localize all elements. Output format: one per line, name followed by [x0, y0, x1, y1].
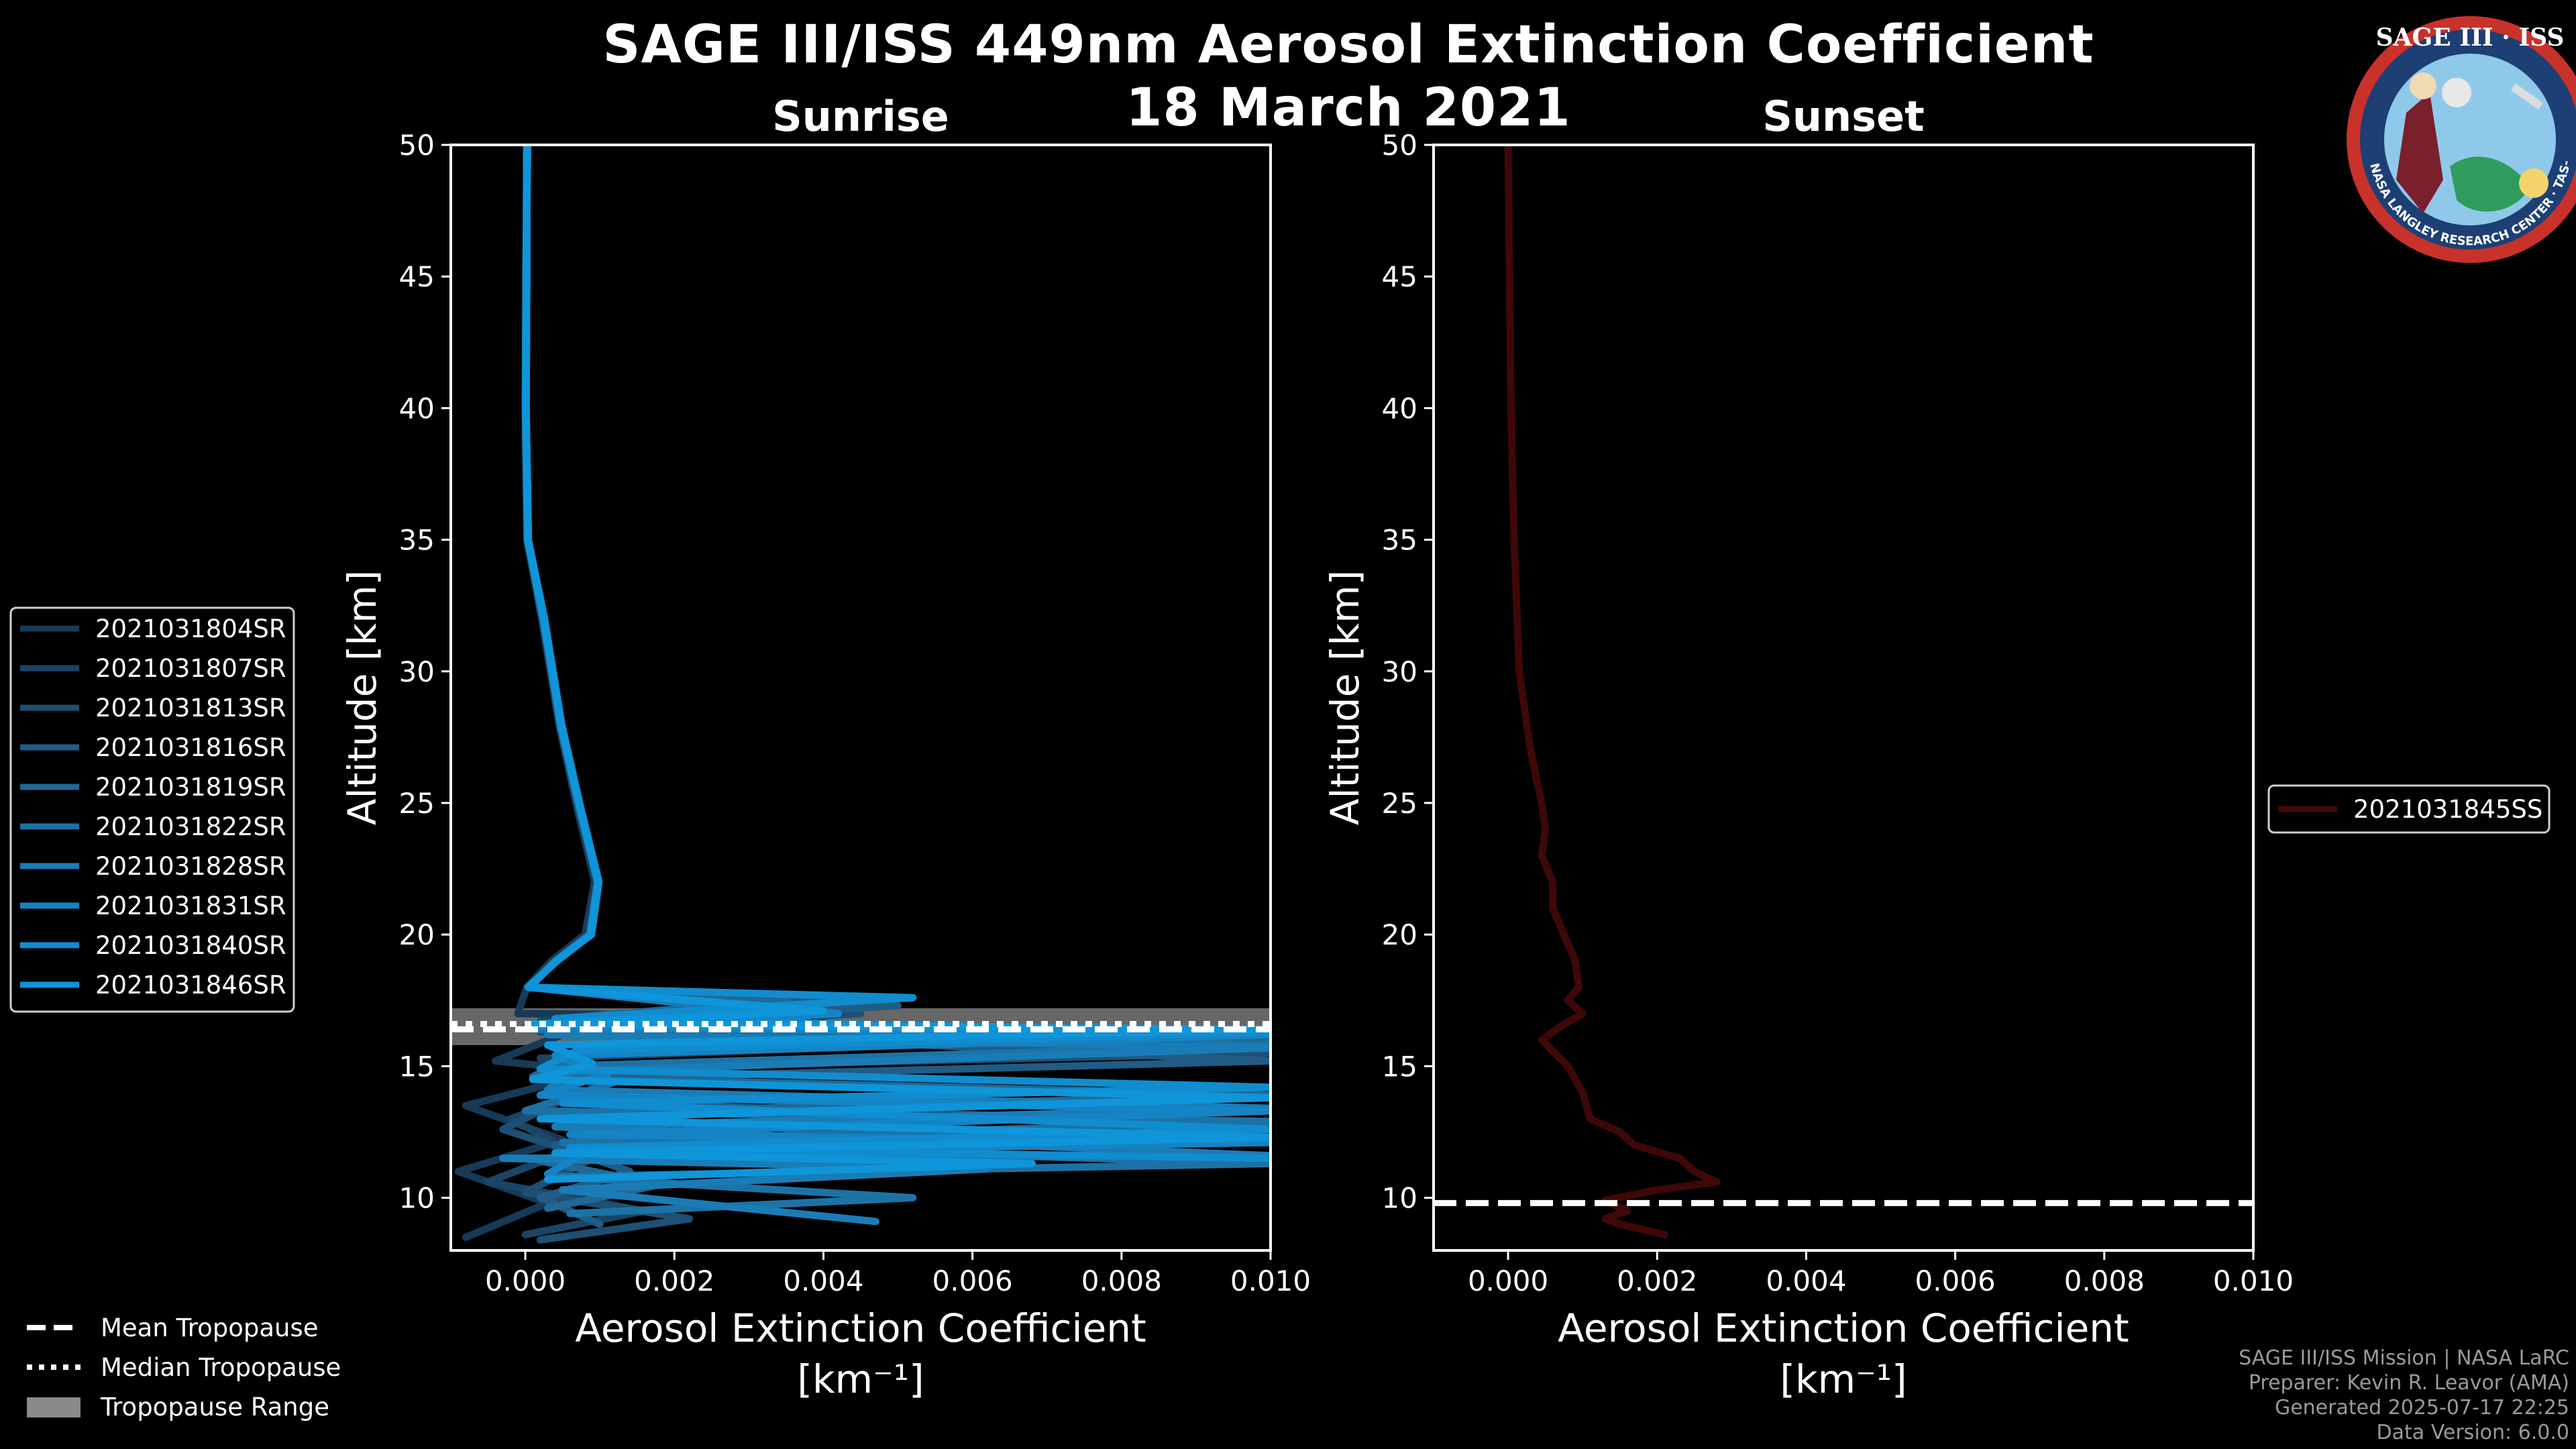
sunrise-y-tick-label: 35	[399, 524, 435, 557]
sunset-x-tick-label: 0.004	[1766, 1265, 1846, 1297]
sunrise-legend-label: 2021031804SR	[95, 614, 286, 643]
sunset-x-axis-label: Aerosol Extinction Coefficient	[1558, 1305, 2129, 1351]
sunset-panel-title: Sunset	[1762, 92, 1925, 141]
logo-face-icon	[2410, 72, 2436, 99]
sunset-x-tick-label: 0.010	[2213, 1265, 2294, 1297]
tropopause-legend-label: Mean Tropopause	[101, 1313, 319, 1342]
sunrise-x-axis-label: Aerosol Extinction Coefficient	[575, 1305, 1146, 1351]
sunrise-y-tick-label: 10	[399, 1182, 435, 1215]
tropopause-legend-label: Median Tropopause	[101, 1353, 341, 1382]
footer-mission: SAGE III/ISS Mission | NASA LaRC	[2239, 1346, 2569, 1370]
tropopause-legend-label: Tropopause Range	[100, 1393, 329, 1421]
footer-data-version: Data Version: 6.0.0	[2376, 1421, 2569, 1444]
sunrise-panel-title: Sunrise	[772, 92, 949, 141]
logo-earth-icon	[2450, 156, 2530, 212]
sunrise-y-tick-label: 20	[399, 918, 435, 951]
logo-station-icon	[2511, 83, 2543, 110]
sunset-y-tick-label: 35	[1382, 524, 1417, 557]
sunset-y-axis-label: Altitude [km]	[1322, 570, 1368, 825]
sunrise-plot-area	[451, 145, 1271, 1244]
sunrise-y-tick-label: 30	[399, 655, 435, 688]
sunrise-plot-frame	[449, 144, 1272, 1252]
sunset-y-tick-label: 20	[1382, 918, 1417, 951]
sunset-plot-area	[1434, 145, 2253, 1238]
sunrise-y-tick-label: 50	[399, 129, 435, 162]
sunrise-legend-frame	[9, 606, 295, 1013]
sunrise-y-axis-label: Altitude [km]	[339, 570, 385, 825]
sunset-x-tick-label: 0.006	[1915, 1265, 1996, 1297]
sunrise-legend-label: 2021031828SR	[95, 852, 286, 881]
sunrise-legend-label: 2021031813SR	[95, 694, 286, 722]
sunrise-x-tick-label: 0.006	[932, 1265, 1013, 1297]
tropopause-legend: Mean Tropopause Median Tropopause Tropopau…	[27, 1313, 341, 1421]
sunset-y-tick-label: 15	[1382, 1050, 1417, 1083]
sunset-legend-frame	[2267, 784, 2551, 834]
sunrise-legend-label: 2021031822SR	[95, 812, 286, 841]
sunset-legend-label: 2021031845SS	[2353, 795, 2542, 824]
figure-title-line2: 18 March 2021	[1126, 78, 1571, 138]
sunrise-x-tick-label: 0.010	[1230, 1265, 1311, 1297]
sunset-y-tick-label: 25	[1382, 787, 1417, 820]
sunrise-legend-label: 2021031846SR	[95, 971, 286, 1000]
sunset-panel: Sunset Altitude [km] Aerosol Extinction …	[1322, 92, 2294, 1402]
sunrise-y-tick-label: 15	[399, 1050, 435, 1083]
sunrise-legend-label: 2021031840SR	[95, 931, 286, 960]
sunrise-legend-label: 2021031831SR	[95, 892, 286, 920]
tropopause-range-swatch	[27, 1397, 80, 1417]
sunset-y-tick-label: 10	[1382, 1182, 1417, 1215]
sunrise-y-tick-label: 25	[399, 787, 435, 820]
sunset-x-tick-label: 0.000	[1468, 1265, 1548, 1297]
sunrise-series-line-2021031846SR	[522, 145, 1271, 1183]
figure-title-line1: SAGE III/ISS 449nm Aerosol Extinction Co…	[602, 15, 2094, 75]
sunset-x-axis-unit: [km⁻¹]	[1780, 1356, 1907, 1402]
sunrise-x-axis-unit: [km⁻¹]	[797, 1356, 924, 1402]
figure-footer: SAGE III/ISS Mission | NASA LaRC Prepare…	[2239, 1346, 2569, 1445]
sunrise-legend-label: 2021031807SR	[95, 654, 286, 683]
sunset-x-tick-label: 0.008	[2064, 1265, 2145, 1297]
footer-preparer: Preparer: Kevin R. Leavor (AMA)	[2248, 1371, 2569, 1395]
sunrise-y-tick-label: 45	[399, 260, 435, 293]
footer-generated: Generated 2025-07-17 22:25	[2274, 1396, 2569, 1419]
sunset-y-tick-label: 50	[1382, 129, 1417, 162]
sunrise-x-tick-label: 0.008	[1081, 1265, 1162, 1297]
sunrise-series-line-2021031828SR	[499, 145, 1271, 1226]
sunrise-panel: Sunrise Altitude [km] Aerosol Extinction…	[339, 92, 1311, 1402]
sunrise-x-tick-label: 0.004	[783, 1265, 863, 1297]
sunset-y-tick-label: 30	[1382, 655, 1417, 688]
logo-sun-icon	[2519, 168, 2548, 198]
sunset-x-tick-label: 0.002	[1617, 1265, 1697, 1297]
sunrise-x-tick-label: 0.002	[634, 1265, 714, 1297]
sunrise-y-tick-label: 40	[399, 392, 435, 425]
logo-top-text: SAGE III · ISS	[2376, 23, 2565, 52]
sunrise-x-tick-label: 0.000	[485, 1265, 566, 1297]
sunset-legend: 2021031845SS	[2267, 784, 2551, 834]
sunset-y-tick-label: 45	[1382, 260, 1417, 293]
sunset-series-line-2021031845SS	[1504, 145, 1721, 1238]
sunset-plot-frame	[1432, 144, 2255, 1252]
sunrise-legend-label: 2021031816SR	[95, 733, 286, 762]
sunrise-legend: 2021031804SR 2021031807SR 2021031813SR 2021…	[9, 606, 295, 1013]
sage-mission-logo: SAGE III · ISS BALL · NASA LANGLEY RESEA…	[2347, 16, 2576, 263]
logo-moon-icon	[2442, 78, 2471, 107]
logo-astronomer-icon	[2396, 93, 2443, 213]
sunrise-legend-label: 2021031819SR	[95, 773, 286, 802]
sunset-y-tick-label: 40	[1382, 392, 1417, 425]
